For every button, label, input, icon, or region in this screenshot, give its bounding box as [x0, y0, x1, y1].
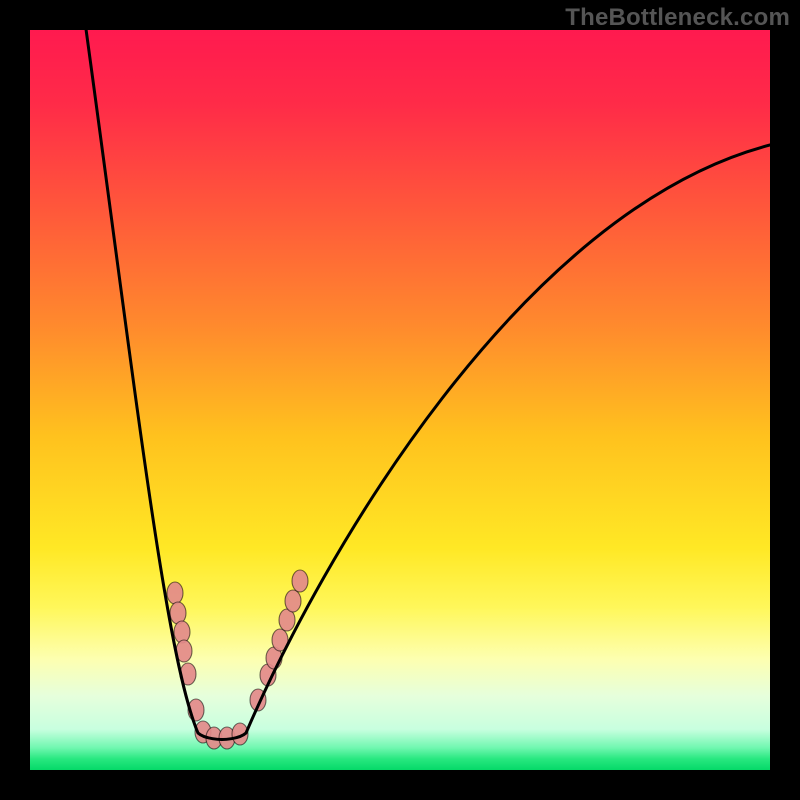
- data-marker: [285, 590, 301, 612]
- data-marker: [167, 582, 183, 604]
- plot-gradient-background: [30, 30, 770, 770]
- watermark-text: TheBottleneck.com: [565, 4, 790, 32]
- data-marker: [174, 621, 190, 643]
- chart-svg: [0, 0, 800, 800]
- data-marker: [292, 570, 308, 592]
- frame: TheBottleneck.com: [0, 0, 800, 800]
